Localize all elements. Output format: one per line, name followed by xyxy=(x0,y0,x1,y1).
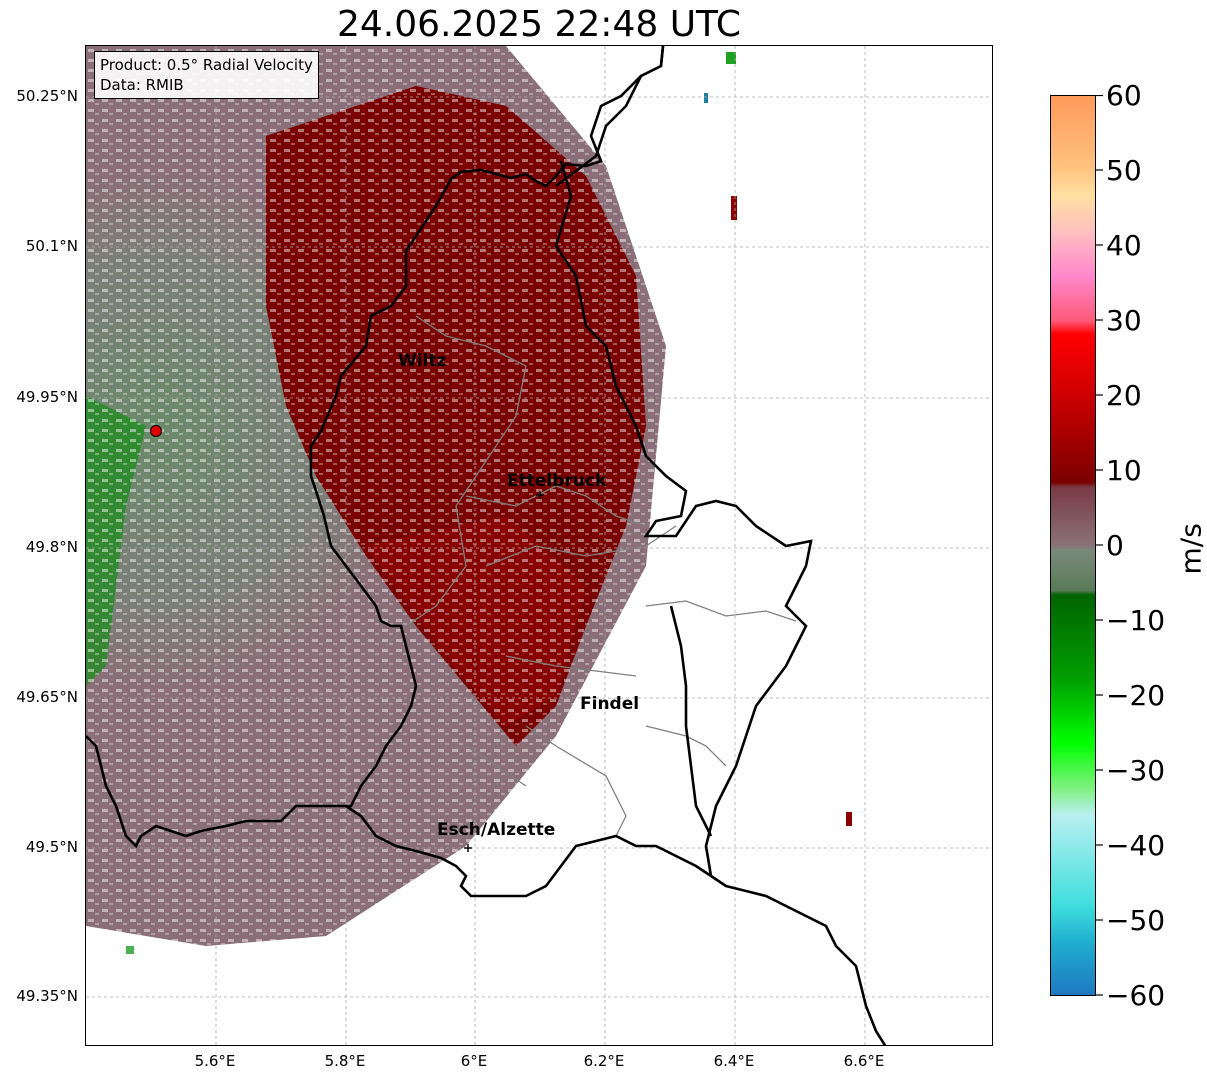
echo-field xyxy=(86,46,852,954)
national-borders xyxy=(86,46,887,1045)
colorbar-tick-label: −60 xyxy=(1106,979,1166,1012)
lat-tick-label: 49.65°N xyxy=(16,688,78,706)
lat-tick-label: 50.25°N xyxy=(16,87,78,105)
city-label-esch: Esch/Alzette xyxy=(437,820,556,840)
colorbar-tick-label: 60 xyxy=(1106,79,1142,112)
city-label-findel: Findel xyxy=(580,694,640,714)
colorbar-tick-label: −30 xyxy=(1106,754,1166,787)
lat-tick-label: 49.8°N xyxy=(25,538,78,556)
city-markers xyxy=(464,491,544,852)
city-label-wiltz: Wiltz xyxy=(398,351,447,371)
lat-tick-label: 49.95°N xyxy=(16,388,78,406)
radar-map[interactable] xyxy=(85,45,993,1046)
colorbar-tick-label: −10 xyxy=(1106,604,1166,637)
colorbar-tick-label: 20 xyxy=(1106,379,1142,412)
lat-tick-label: 50.1°N xyxy=(25,237,78,255)
colorbar-tick-label: −50 xyxy=(1106,904,1166,937)
velocity-colorbar xyxy=(1050,95,1096,996)
lon-tick-label: 5.8°E xyxy=(324,1052,366,1070)
colorbar-tick-label: 40 xyxy=(1106,229,1142,262)
lon-tick-label: 6.2°E xyxy=(583,1052,625,1070)
data-source-label: Data: RMIB xyxy=(100,76,184,94)
map-title: 24.06.2025 22:48 UTC xyxy=(336,4,742,45)
product-info-box: Product: 0.5° Radial Velocity Data: RMIB xyxy=(94,51,319,99)
colorbar-tick-label: 50 xyxy=(1106,154,1142,187)
colorbar-tick-label: 30 xyxy=(1106,304,1142,337)
product-label: Product: 0.5° Radial Velocity xyxy=(100,56,313,74)
lat-tick-label: 49.35°N xyxy=(16,987,78,1005)
lat-tick-label: 49.5°N xyxy=(25,838,78,856)
lon-tick-label: 6°E xyxy=(460,1052,488,1070)
colorbar-tick-label: 10 xyxy=(1106,454,1142,487)
colorbar-tick-label: 0 xyxy=(1106,529,1124,562)
colorbar-ticks xyxy=(1096,95,1103,996)
lon-tick-label: 5.6°E xyxy=(194,1052,236,1070)
colorbar-unit-label: m/s xyxy=(1174,523,1207,575)
radar-site-marker xyxy=(150,425,162,437)
canton-borders xyxy=(385,315,797,837)
lon-tick-label: 6.4°E xyxy=(713,1052,755,1070)
lon-tick-label: 6.6°E xyxy=(843,1052,885,1070)
city-label-ettelbruck: Ettelbruck xyxy=(507,471,607,491)
radar-map-svg xyxy=(86,46,992,1045)
colorbar-gradient xyxy=(1051,96,1095,995)
grid-lines xyxy=(86,46,992,1045)
colorbar-tick-label: −40 xyxy=(1106,829,1166,862)
colorbar-tick-label: −20 xyxy=(1106,679,1166,712)
